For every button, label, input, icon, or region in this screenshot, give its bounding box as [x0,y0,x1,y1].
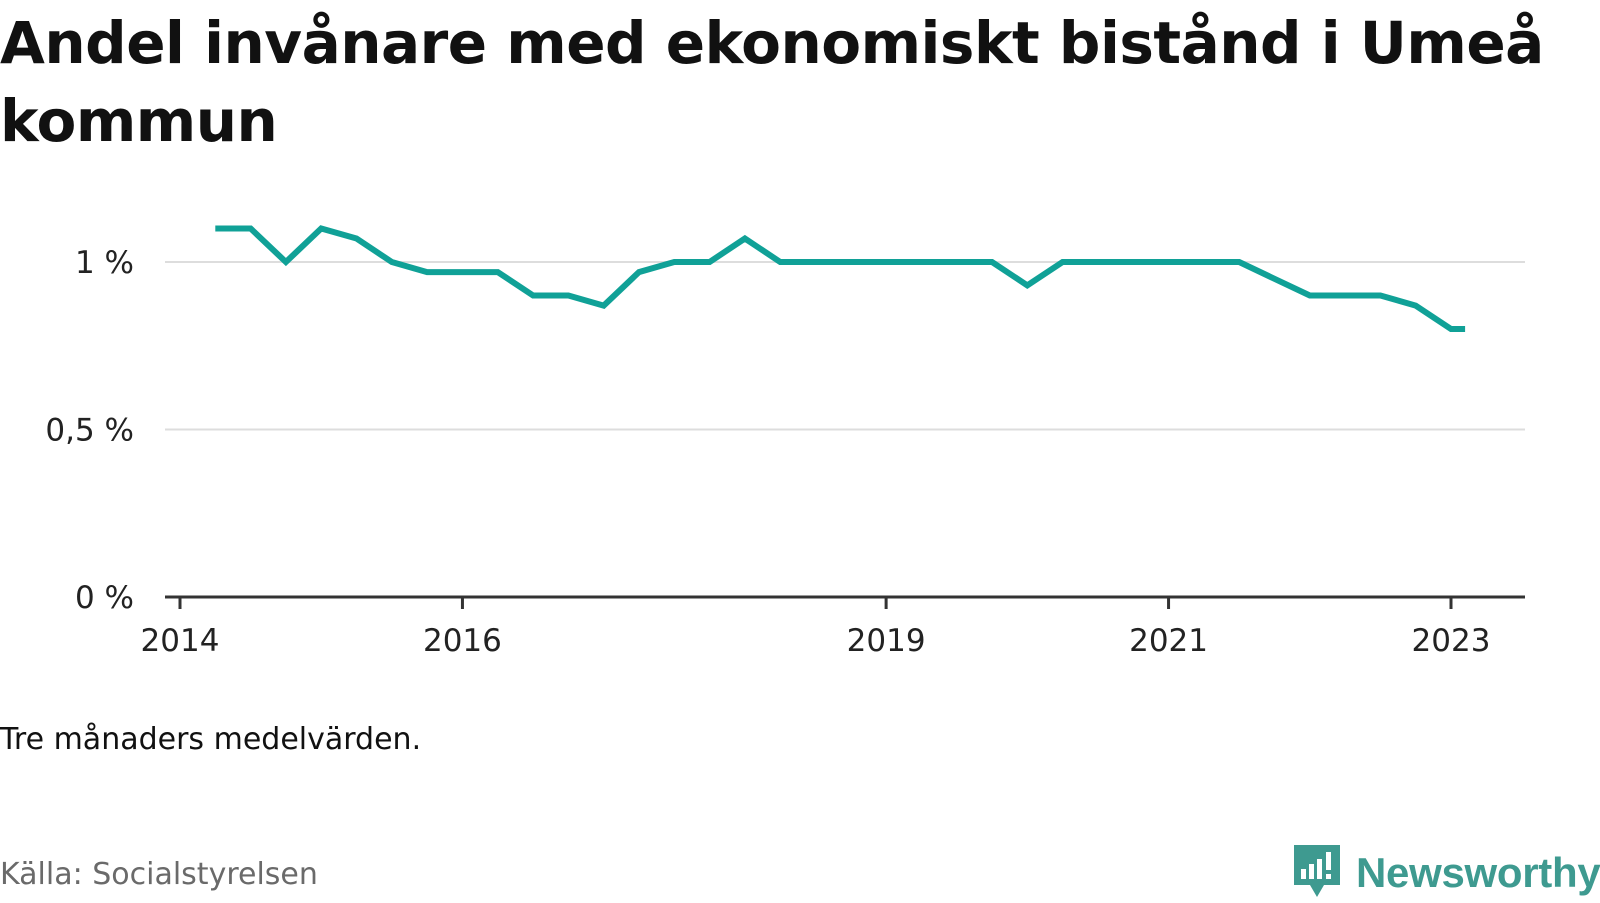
source-label: Källa: Socialstyrelsen [0,857,318,892]
chart-title: Andel invånare med ekonomiskt bistånd i … [0,9,1544,155]
x-tick-label: 2016 [423,623,502,659]
chart-note: Tre månaders medelvärden. [0,722,422,757]
x-tick-label: 2014 [141,623,220,659]
series-line [215,225,1466,332]
x-axis-ticks: 2014 2016 2019 2021 2023 [141,597,1491,659]
newsworthy-logo-icon [1294,845,1340,897]
y-axis-ticks: 0 % 0,5 % 1 % [45,245,134,616]
y-tick-label: 1 % [75,245,134,281]
brand-name: Newsworthy [1356,849,1600,896]
newsworthy-logo[interactable]: Newsworthy [1292,843,1600,903]
grid-lines [165,261,1525,431]
y-tick-label: 0 % [75,580,134,616]
line-chart: 0 % 0,5 % 1 % 2014 2016 2019 2021 2023 [45,225,1525,659]
x-tick-label: 2019 [847,623,926,659]
x-tick-label: 2023 [1412,623,1491,659]
x-tick-label: 2021 [1129,623,1208,659]
y-tick-label: 0,5 % [45,413,134,449]
